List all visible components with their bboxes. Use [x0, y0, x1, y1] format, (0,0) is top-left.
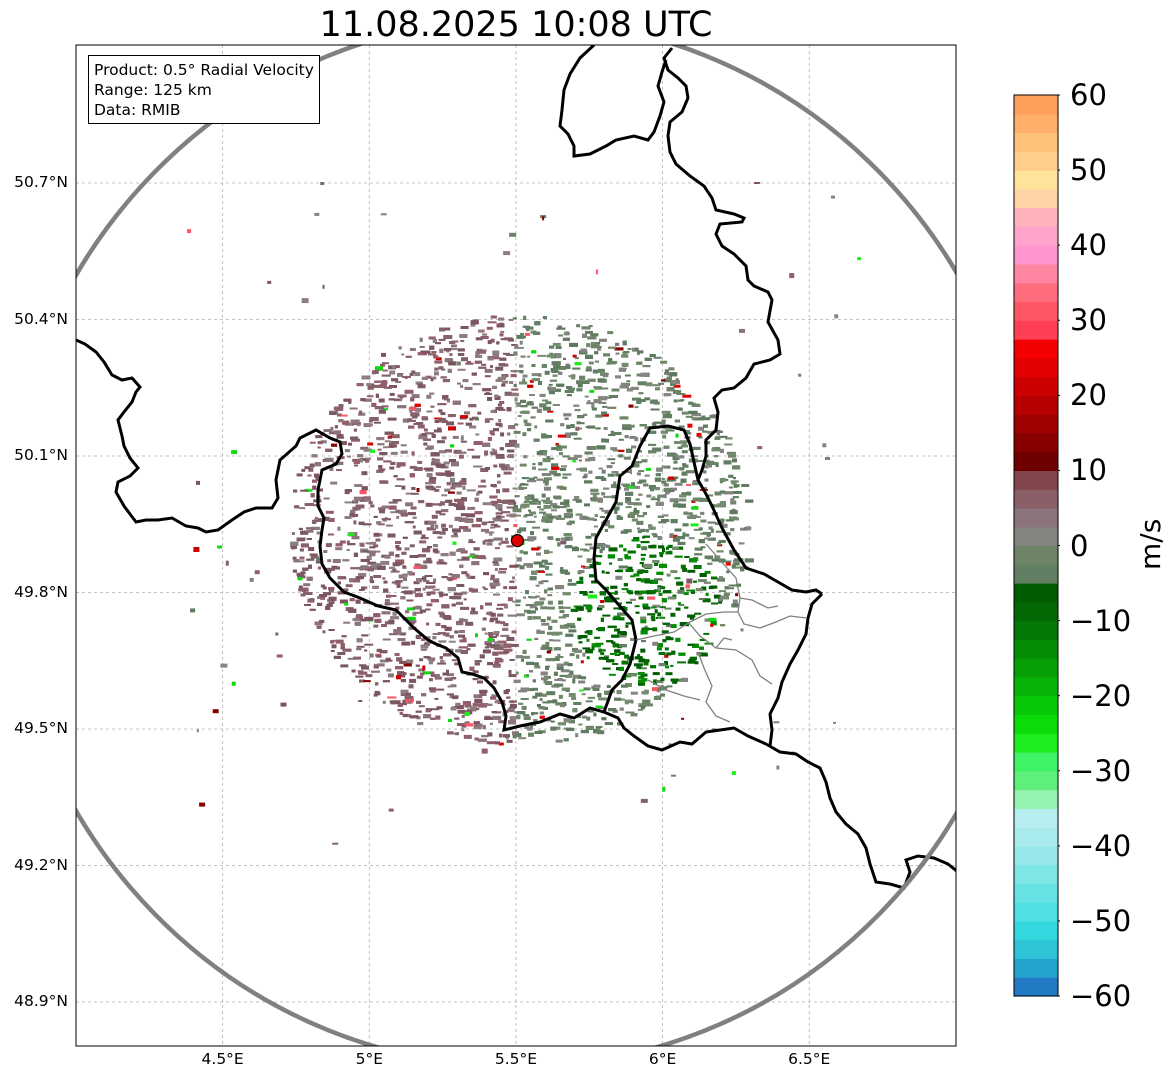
colorbar-band — [1014, 470, 1058, 490]
colorbar-band — [1014, 170, 1058, 190]
colorbar-band — [1014, 207, 1058, 227]
lat-tick-label: 49.5°N — [14, 719, 68, 737]
colorbar-band — [1014, 432, 1058, 453]
colorbar-band — [1014, 827, 1058, 847]
colorbar-band — [1014, 714, 1058, 734]
lon-tick-label: 6.5°E — [788, 1050, 831, 1068]
lon-tick-label: 5.5°E — [494, 1050, 538, 1068]
lat-tick-label: 48.9°N — [14, 992, 68, 1010]
colorbar-band — [1014, 958, 1058, 978]
colorbar-band — [1014, 658, 1058, 678]
colorbar-band — [1014, 301, 1058, 321]
colorbar-tick-label: 50 — [1070, 153, 1107, 188]
colorbar-band — [1014, 526, 1058, 547]
colorbar-band — [1014, 376, 1058, 396]
colorbar-band — [1014, 282, 1058, 303]
colorbar-band — [1014, 451, 1058, 472]
velocity-echoes — [187, 182, 862, 845]
plot-frame — [75, 44, 957, 1047]
colorbar-band — [1014, 507, 1058, 528]
colorbar-band — [1014, 188, 1058, 209]
colorbar-band — [1014, 695, 1058, 716]
colorbar-band — [1014, 226, 1058, 246]
colorbar-band — [1014, 939, 1058, 960]
border-belgium-germany — [662, 47, 782, 481]
colorbar-band — [1014, 845, 1058, 866]
colorbar-band — [1014, 395, 1058, 415]
colorbar-tick-label: −40 — [1070, 828, 1132, 863]
lon-tick-label: 4.5°E — [201, 1050, 244, 1068]
lon-tick-label: 5°E — [355, 1050, 383, 1068]
luxembourg-districts — [635, 543, 807, 723]
range-line: Range: 125 km — [94, 81, 212, 99]
colorbar-band — [1014, 808, 1058, 828]
colorbar-tick-label: −50 — [1070, 903, 1132, 938]
colorbar-tick-label: −20 — [1070, 678, 1132, 713]
colorbar-band — [1014, 151, 1058, 171]
colorbar-band — [1014, 113, 1058, 134]
lon-tick-label: 6°E — [648, 1050, 677, 1068]
colorbar-band — [1014, 489, 1058, 509]
colorbar-band — [1014, 95, 1058, 115]
colorbar-tick-label: −30 — [1070, 753, 1132, 788]
colorbar-band — [1014, 902, 1058, 922]
radar-site-marker — [510, 534, 525, 548]
colorbar-band — [1014, 245, 1058, 265]
colorbar — [1013, 94, 1060, 997]
colorbar-band — [1014, 339, 1058, 359]
border-france-germany — [765, 742, 956, 890]
lat-tick-label: 49.8°N — [14, 582, 68, 601]
colorbar-band — [1014, 357, 1058, 378]
lat-tick-label: 50.7°N — [14, 173, 68, 191]
colorbar-tick-label: 30 — [1070, 303, 1107, 338]
colorbar-tick-label: −60 — [1070, 979, 1132, 1013]
border-belgium-luxembourg — [592, 424, 823, 713]
colorbar-band — [1014, 883, 1058, 903]
colorbar-band — [1014, 789, 1058, 809]
colorbar-tick-label: 10 — [1070, 453, 1107, 488]
colorbar-band — [1014, 620, 1058, 640]
colorbar-band — [1014, 920, 1058, 941]
colorbar-band — [1014, 564, 1058, 584]
product-info-box: Product: 0.5° Radial Velocity Range: 125… — [88, 55, 320, 124]
border-netherlands-spur — [558, 45, 668, 158]
colorbar-band — [1014, 132, 1058, 152]
colorbar-unit-label: m/s — [1134, 518, 1167, 570]
lat-tick-label: 49.2°N — [14, 855, 68, 874]
colorbar-band — [1014, 545, 1058, 565]
colorbar-band — [1014, 751, 1058, 772]
country-borders — [76, 45, 956, 890]
colorbar-band — [1014, 770, 1058, 791]
colorbar-band — [1014, 320, 1058, 340]
data-source-line: Data: RMIB — [94, 101, 181, 119]
map-title: 11.08.2025 10:08 UTC — [319, 5, 713, 45]
border-belgium-france — [76, 338, 767, 752]
colorbar-band — [1014, 676, 1058, 697]
lat-tick-label: 50.4°N — [14, 309, 68, 328]
colorbar-tick-label: 40 — [1070, 228, 1107, 263]
colorbar-bands — [1014, 95, 1058, 997]
colorbar-band — [1014, 583, 1058, 603]
colorbar-band — [1014, 263, 1058, 284]
colorbar-ticks — [1058, 94, 1060, 997]
colorbar-band — [1014, 733, 1058, 753]
colorbar-band — [1014, 601, 1058, 622]
border-luxembourg-germany — [768, 592, 824, 747]
colorbar-band — [1014, 639, 1058, 659]
colorbar-tick-label: 60 — [1070, 78, 1107, 112]
colorbar-tick-label: 0 — [1070, 528, 1089, 563]
colorbar-tick-label: −10 — [1070, 603, 1132, 638]
colorbar-band — [1014, 977, 1058, 997]
product-line: Product: 0.5° Radial Velocity — [94, 61, 314, 79]
colorbar-band — [1014, 864, 1058, 884]
colorbar-tick-label: 20 — [1070, 378, 1107, 413]
lat-tick-label: 50.1°N — [14, 446, 68, 464]
radar-site-dot — [510, 534, 525, 548]
colorbar-band — [1014, 414, 1058, 434]
